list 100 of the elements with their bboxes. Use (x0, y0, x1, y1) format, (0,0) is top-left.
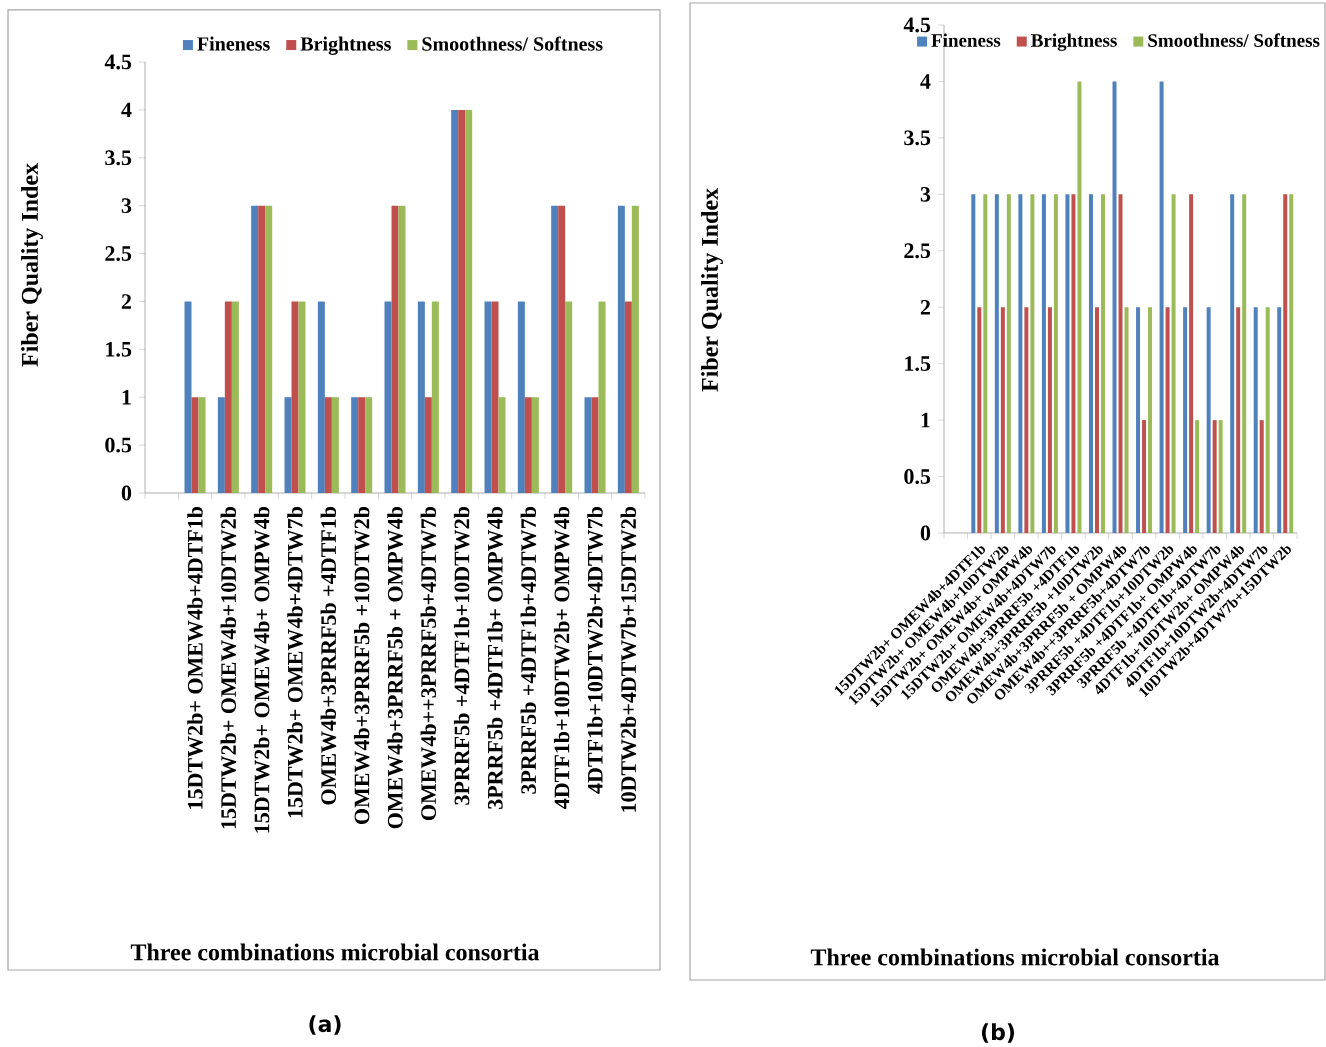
legend-label: Smoothness/ Softness (422, 36, 603, 51)
bar (458, 109, 466, 493)
bar (1071, 194, 1076, 533)
bar (291, 301, 299, 493)
x-tick-label: 15DTW2b+ OMEW4b+4DTW7b (287, 506, 303, 818)
bar (317, 301, 325, 493)
legend-label: Fineness (197, 36, 270, 51)
bar (298, 301, 306, 493)
x-axis-title: Three combinations microbial consortia (810, 948, 1220, 966)
bar (491, 301, 499, 493)
bar (531, 397, 539, 493)
bar (1206, 307, 1211, 533)
bar (384, 301, 392, 493)
y-axis-title: Fiber Quality Index (701, 188, 723, 392)
bar (198, 397, 206, 493)
bar (631, 205, 639, 493)
bar (324, 397, 332, 493)
bar (231, 301, 239, 493)
bar (1212, 420, 1217, 533)
bar (191, 397, 199, 493)
y-tick-label: 4 (121, 102, 132, 118)
y-tick-label: 0.5 (904, 469, 931, 485)
bar (431, 301, 439, 493)
bar (994, 194, 999, 533)
bar (1265, 307, 1270, 533)
y-tick-label: 1.5 (106, 341, 132, 357)
y-tick-label: 3 (121, 198, 132, 214)
bar (1230, 194, 1235, 533)
bar (1259, 420, 1264, 533)
bar (217, 397, 225, 493)
bar (1289, 194, 1294, 533)
bar (1018, 194, 1023, 533)
legend-label: Brightness (1031, 33, 1117, 51)
y-tick-label: 4.5 (903, 17, 931, 33)
bar (983, 194, 988, 533)
bar (1136, 307, 1141, 533)
bar (1171, 194, 1176, 533)
bar (1030, 194, 1035, 533)
bar (1148, 307, 1153, 533)
bar (558, 205, 566, 493)
bar (624, 301, 632, 493)
bar (565, 301, 573, 493)
y-tick-label: 3.5 (105, 150, 132, 166)
bar (617, 205, 625, 493)
legend-label: Smoothness/ Softness (1148, 33, 1320, 47)
bar (1047, 307, 1052, 533)
bar (424, 397, 432, 493)
bar (398, 205, 406, 493)
bar (551, 205, 559, 493)
bar (1159, 81, 1164, 533)
legend-label: Fineness (931, 33, 1001, 47)
bar (1118, 194, 1123, 533)
y-tick-label: 4 (920, 74, 931, 89)
bar (1041, 194, 1046, 533)
x-tick-label: 10DTW2b+4DTW7b+15DTW2b (620, 506, 637, 812)
bar (465, 109, 473, 493)
bar (184, 301, 192, 493)
bar (1024, 307, 1029, 533)
bar (251, 205, 259, 493)
text: (a) (309, 1015, 341, 1035)
y-tick-label: 1 (921, 412, 930, 428)
x-axis-title: Three combinations microbial consortia (130, 943, 540, 961)
bar (365, 397, 373, 493)
y-tick-label: 2.5 (105, 246, 132, 261)
bar (498, 397, 506, 493)
x-tick-label: 4DTF1b+10DTW2b+ OMPW4b (553, 506, 570, 809)
bar (1100, 194, 1105, 533)
bar (1189, 194, 1194, 533)
y-tick-label: 3.5 (904, 130, 931, 146)
bar (1094, 307, 1099, 533)
bar (1195, 420, 1200, 533)
bar (1006, 194, 1011, 533)
x-tick-label: 15DTW2b+ OMEW4b+ OMPW4b (253, 506, 270, 833)
bar (417, 301, 425, 493)
bar (391, 205, 399, 493)
y-tick-label: 1.5 (905, 356, 931, 372)
y-tick-label: 2 (920, 299, 930, 315)
x-tick-label: 3PRRF5b +4DTF1b+10DTW2b (453, 506, 470, 805)
bar (1236, 307, 1241, 533)
bar (331, 397, 339, 493)
bar (1053, 194, 1058, 533)
y-tick-label: 3 (920, 186, 931, 202)
legend-label: Brightness (300, 36, 391, 55)
y-tick-label: 1 (122, 389, 131, 405)
bar (1124, 307, 1129, 533)
x-tick-label: OMEW4b+3PRRF5b +10DTW2b (353, 506, 370, 825)
y-axis-title: Fiber Quality Index (21, 163, 43, 367)
bar (224, 301, 232, 493)
x-tick-label: 3PRRF5b +4DTF1b+ OMPW4b (487, 506, 503, 809)
y-tick-label: 0.5 (105, 437, 132, 453)
y-tick-label: 0 (121, 485, 132, 501)
x-tick-label: 15DTW2b+ OMEW4b+10DTW2b (220, 506, 237, 829)
y-tick-label: 2.5 (904, 243, 931, 259)
bar (1077, 81, 1082, 533)
bar (971, 194, 976, 533)
bar (1112, 81, 1117, 533)
bar (1065, 194, 1070, 533)
bar (591, 397, 599, 493)
bar (1165, 307, 1170, 533)
bar (598, 301, 606, 493)
